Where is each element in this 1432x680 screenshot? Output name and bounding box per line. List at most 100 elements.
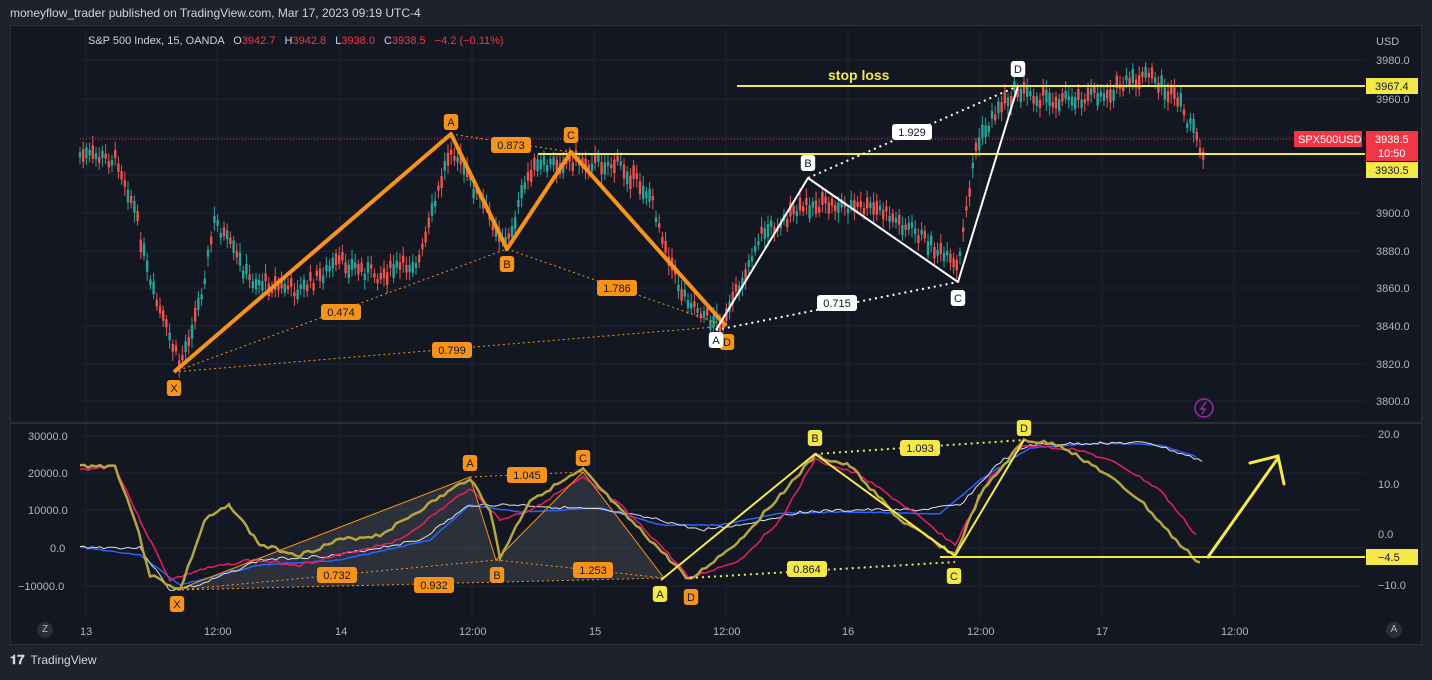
svg-text:C: C — [579, 453, 587, 465]
osc-left-tick: 20000.0 — [28, 468, 68, 480]
lightning-icon[interactable] — [1194, 398, 1214, 418]
candle — [811, 197, 814, 217]
candle — [939, 234, 942, 262]
ratio-label[interactable]: 0.873 — [491, 137, 531, 153]
auto-scale-button[interactable]: A — [1386, 622, 1402, 638]
candle — [264, 263, 267, 290]
candle — [341, 244, 344, 265]
osc-point-d[interactable]: D — [683, 589, 699, 605]
candle — [315, 264, 318, 281]
ratio-label[interactable]: 0.474 — [321, 304, 361, 320]
candle — [370, 255, 373, 278]
candle — [571, 155, 574, 177]
candle — [443, 152, 446, 181]
candle — [78, 146, 82, 165]
pattern-point-d[interactable]: D — [719, 334, 735, 350]
svg-text:C: C — [950, 571, 958, 583]
candle — [805, 188, 808, 215]
candle — [994, 105, 997, 125]
svg-text:0.932: 0.932 — [420, 580, 448, 592]
ratio-label[interactable]: 0.732 — [317, 567, 357, 583]
candle — [926, 234, 930, 260]
svg-text:1.786: 1.786 — [603, 283, 631, 295]
price-tick: 3880.0 — [1376, 246, 1410, 258]
pattern-point-c[interactable]: C — [563, 127, 579, 143]
candle — [309, 264, 312, 289]
candle — [910, 214, 914, 238]
tradingview-logo-icon: 𝟏𝟕 — [10, 652, 25, 667]
candle — [168, 323, 171, 349]
price-axis[interactable]: USD 3980.0 3960.0 3900.0 3880.0 3860.0 3… — [1294, 36, 1418, 408]
osc-point-a[interactable]: A — [652, 586, 668, 602]
osc-point-d[interactable]: D — [1016, 420, 1032, 436]
symbol-legend[interactable]: S&P 500 Index, 15, OANDA O3942.7 H3942.8… — [88, 35, 504, 47]
candle — [200, 288, 203, 306]
ratio-label[interactable]: 1.093 — [900, 440, 940, 456]
candle — [203, 270, 206, 290]
candle — [882, 202, 885, 228]
candle — [222, 221, 226, 241]
osc-point-b[interactable]: B — [489, 567, 505, 583]
pattern-point-b[interactable]: B — [499, 256, 515, 272]
pattern-point-a[interactable]: A — [443, 114, 459, 130]
pattern-point-d[interactable]: D — [1010, 61, 1026, 77]
candle — [302, 274, 306, 298]
time-axis[interactable]: 13 12:00 14 12:00 15 12:00 16 12:00 17 1… — [80, 626, 1249, 638]
candle — [606, 155, 610, 176]
currency-label: USD — [1376, 36, 1399, 48]
pattern-point-b[interactable]: B — [800, 155, 816, 171]
orange-pattern-price[interactable] — [172, 132, 728, 374]
low-label: L — [335, 35, 342, 47]
candle — [318, 261, 322, 288]
candle — [120, 165, 123, 185]
open-label: O — [233, 35, 242, 47]
candle — [254, 273, 258, 296]
price-tick: 3800.0 — [1376, 396, 1410, 408]
ratio-label[interactable]: 1.786 — [597, 280, 637, 296]
ratio-label[interactable]: 1.929 — [892, 124, 932, 140]
ratio-label[interactable]: 0.864 — [787, 561, 827, 577]
svg-text:0.474: 0.474 — [327, 307, 355, 319]
ratio-label[interactable]: 1.253 — [573, 562, 613, 578]
candle — [1160, 68, 1163, 95]
osc-point-x[interactable]: X — [169, 596, 185, 612]
osc-point-a[interactable]: A — [462, 455, 478, 471]
price-tick: 3840.0 — [1376, 321, 1410, 333]
candle — [1058, 93, 1061, 116]
zoom-button[interactable]: Z — [37, 622, 53, 638]
osc-point-b[interactable]: B — [807, 430, 823, 446]
pattern-point-x[interactable]: X — [166, 380, 182, 396]
osc-left-tick: 10000.0 — [28, 505, 68, 517]
candle — [1173, 78, 1176, 107]
ratio-label[interactable]: 0.799 — [432, 342, 472, 358]
svg-text:1.045: 1.045 — [513, 470, 541, 482]
candle — [814, 191, 818, 219]
ratio-label[interactable]: 0.932 — [414, 577, 454, 593]
candle — [382, 260, 386, 287]
price-tick: 3900.0 — [1376, 208, 1410, 220]
candle — [958, 247, 962, 265]
candle — [1006, 92, 1010, 116]
pattern-point-a[interactable]: A — [708, 332, 724, 348]
time-tick: 14 — [335, 626, 347, 638]
candle — [338, 246, 341, 270]
ratio-label[interactable]: 0.715 — [817, 295, 857, 311]
osc-point-c[interactable]: C — [575, 450, 591, 466]
candle — [949, 248, 952, 271]
time-tick: 13 — [80, 626, 92, 638]
osc-point-c[interactable]: C — [946, 568, 962, 584]
ratio-label[interactable]: 1.045 — [507, 467, 547, 483]
candle — [904, 218, 907, 238]
candle — [136, 204, 139, 226]
pattern-point-c[interactable]: C — [950, 290, 966, 306]
osc-axis-right[interactable]: 20.0 10.0 0.0 −10.0 −4.5 — [1366, 429, 1418, 592]
candle — [158, 297, 162, 318]
up-arrow-icon[interactable] — [1206, 454, 1286, 559]
candle — [936, 242, 939, 264]
candle — [1195, 127, 1198, 147]
close-value: 3938.5 — [391, 35, 426, 47]
candle — [146, 252, 149, 281]
symbol-label: SPX500USD — [1298, 134, 1362, 146]
candle — [869, 196, 872, 215]
